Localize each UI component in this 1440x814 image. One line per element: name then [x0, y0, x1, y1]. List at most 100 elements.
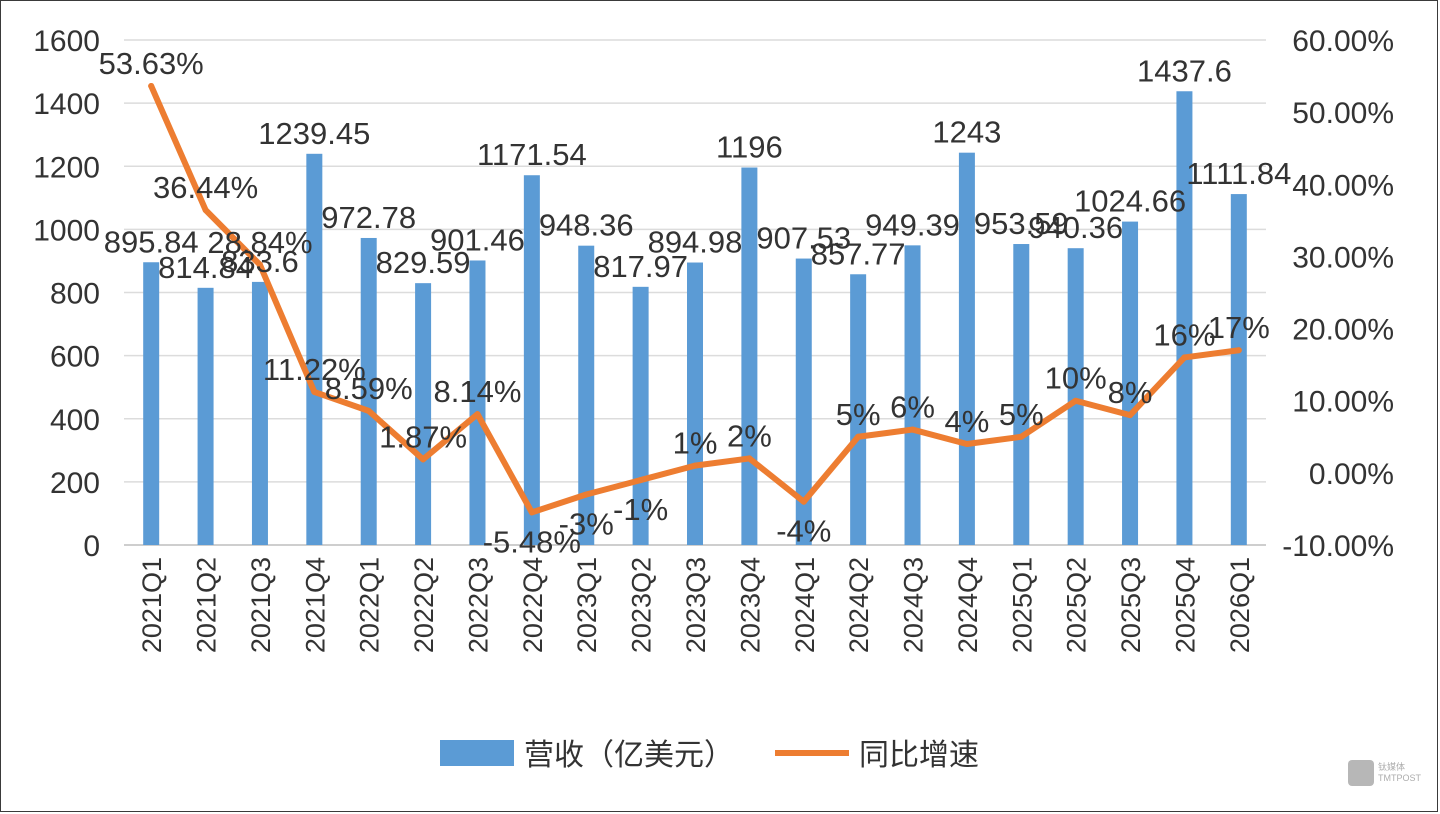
- growth-data-label: 28.84%: [207, 225, 312, 260]
- growth-point: [746, 455, 753, 462]
- growth-point: [1072, 397, 1079, 404]
- revenue-data-label: 814.84: [158, 250, 253, 285]
- tmtpost-logo: 钛媒体 TMTPOST: [1348, 756, 1430, 790]
- right-tick-label: 20.00%: [1292, 314, 1394, 347]
- right-tick-label: 10.00%: [1292, 386, 1394, 419]
- growth-data-label: 36.44%: [153, 170, 258, 205]
- revenue-bar: [1176, 91, 1193, 545]
- bar-series: [143, 91, 1247, 546]
- revenue-data-label: 1437.6: [1137, 53, 1232, 88]
- revenue-data-label: 1171.54: [477, 137, 587, 172]
- left-tick-label: 1200: [33, 151, 100, 184]
- revenue-data-label: 1196: [716, 130, 783, 165]
- category-label: 2023Q1: [572, 557, 602, 653]
- left-tick-label: 800: [50, 278, 100, 311]
- right-tick-label: 40.00%: [1292, 169, 1394, 202]
- category-label: 2023Q3: [681, 557, 711, 653]
- revenue-data-label: 953.59: [974, 206, 1069, 241]
- left-tick-label: 0: [83, 530, 100, 563]
- left-tick-label: 1600: [33, 25, 100, 58]
- growth-point: [311, 388, 318, 395]
- left-axis: 0 200 400 600 800 1000 1200 1400 1600: [33, 25, 100, 563]
- category-label: 2025Q2: [1062, 557, 1092, 653]
- growth-point: [256, 261, 263, 268]
- growth-point: [637, 477, 644, 484]
- right-tick-label: 60.00%: [1292, 25, 1394, 58]
- category-label: 2024Q3: [899, 557, 929, 653]
- revenue-bar: [251, 281, 268, 545]
- growth-data-label: 17%: [1208, 310, 1270, 345]
- left-tick-label: 600: [50, 341, 100, 374]
- revenue-data-label: 1243: [932, 115, 1001, 150]
- revenue-data-label: 895.84: [104, 224, 199, 259]
- legend: 营收（亿美元） 同比增速: [440, 739, 979, 772]
- growth-point: [909, 426, 916, 433]
- revenue-bar: [360, 237, 377, 545]
- growth-point: [583, 491, 590, 498]
- growth-point: [148, 82, 155, 89]
- revenue-data-label: 857.77: [811, 236, 906, 271]
- line-series: [148, 82, 1242, 516]
- growth-point: [420, 456, 427, 463]
- revenue-data-label: 1239.45: [258, 116, 370, 151]
- revenue-bar: [578, 245, 595, 545]
- legend-label-growth: 同比增速: [859, 739, 979, 772]
- revenue-data-label: 949.39: [865, 207, 960, 242]
- revenue-data-label: 1111.84: [1186, 156, 1291, 191]
- revenue-bar: [850, 274, 867, 545]
- right-tick-label: 0.00%: [1309, 458, 1394, 491]
- right-tick-label: 30.00%: [1292, 241, 1394, 274]
- category-label: 2021Q1: [137, 557, 167, 653]
- growth-data-label: -5.48%: [483, 524, 581, 559]
- revenue-bar: [143, 262, 160, 545]
- revenue-bar: [795, 258, 812, 545]
- growth-data-label: 53.63%: [99, 46, 204, 81]
- x-axis: 2021Q1 2021Q2 2021Q3 2021Q4 2022Q1 2022Q2 2022…: [137, 557, 1255, 653]
- growth-point: [1181, 354, 1188, 361]
- right-axis: -10.00% 0.00% 10.00% 20.00% 30.00% 40.00% 50.0…: [1282, 25, 1394, 563]
- revenue-data-label: 901.46: [430, 222, 525, 257]
- growth-point: [1235, 347, 1242, 354]
- left-tick-label: 1400: [33, 88, 100, 121]
- growth-data-label: 11.22%: [263, 352, 366, 387]
- category-label: 2023Q2: [627, 557, 657, 653]
- revenue-bar: [469, 260, 486, 545]
- left-tick-label: 200: [50, 467, 100, 500]
- growth-data-label: 1.87%: [379, 419, 467, 454]
- category-label: 2021Q3: [246, 557, 276, 653]
- tmtpost-logo-text: 钛媒体 TMTPOST: [1378, 762, 1421, 783]
- category-label: 2022Q1: [355, 557, 385, 653]
- category-label: 2021Q4: [300, 557, 330, 653]
- growth-point: [855, 433, 862, 440]
- revenue-bar: [904, 245, 921, 545]
- growth-point: [800, 498, 807, 505]
- tmtpost-logo-icon: [1348, 760, 1374, 786]
- growth-point: [963, 441, 970, 447]
- category-label: 2023Q4: [735, 557, 765, 653]
- legend-label-revenue: 营收（亿美元）: [524, 739, 734, 772]
- legend-swatch-revenue: [440, 740, 514, 766]
- left-tick-label: 400: [50, 404, 100, 437]
- growth-data-label: -3%: [559, 507, 614, 542]
- revenue-data-label: 833.6: [221, 244, 299, 279]
- growth-point: [692, 462, 698, 469]
- revenue-bar: [415, 283, 432, 545]
- revenue-bar: [687, 262, 703, 545]
- growth-point: [202, 206, 209, 213]
- revenue-bar: [1067, 248, 1084, 546]
- revenue-bar: [741, 167, 758, 545]
- growth-data-label: 8%: [1108, 375, 1153, 410]
- category-label: 2025Q1: [1007, 557, 1037, 653]
- growth-point: [528, 509, 535, 516]
- category-label: 2022Q4: [518, 557, 548, 653]
- growth-point: [474, 411, 481, 418]
- revenue-bar: [197, 287, 214, 545]
- growth-data-label: 1%: [673, 426, 718, 461]
- growth-point: [1018, 433, 1025, 440]
- category-label: 2026Q1: [1225, 557, 1255, 653]
- growth-data-label: 4%: [944, 404, 989, 439]
- growth-point: [1127, 412, 1134, 419]
